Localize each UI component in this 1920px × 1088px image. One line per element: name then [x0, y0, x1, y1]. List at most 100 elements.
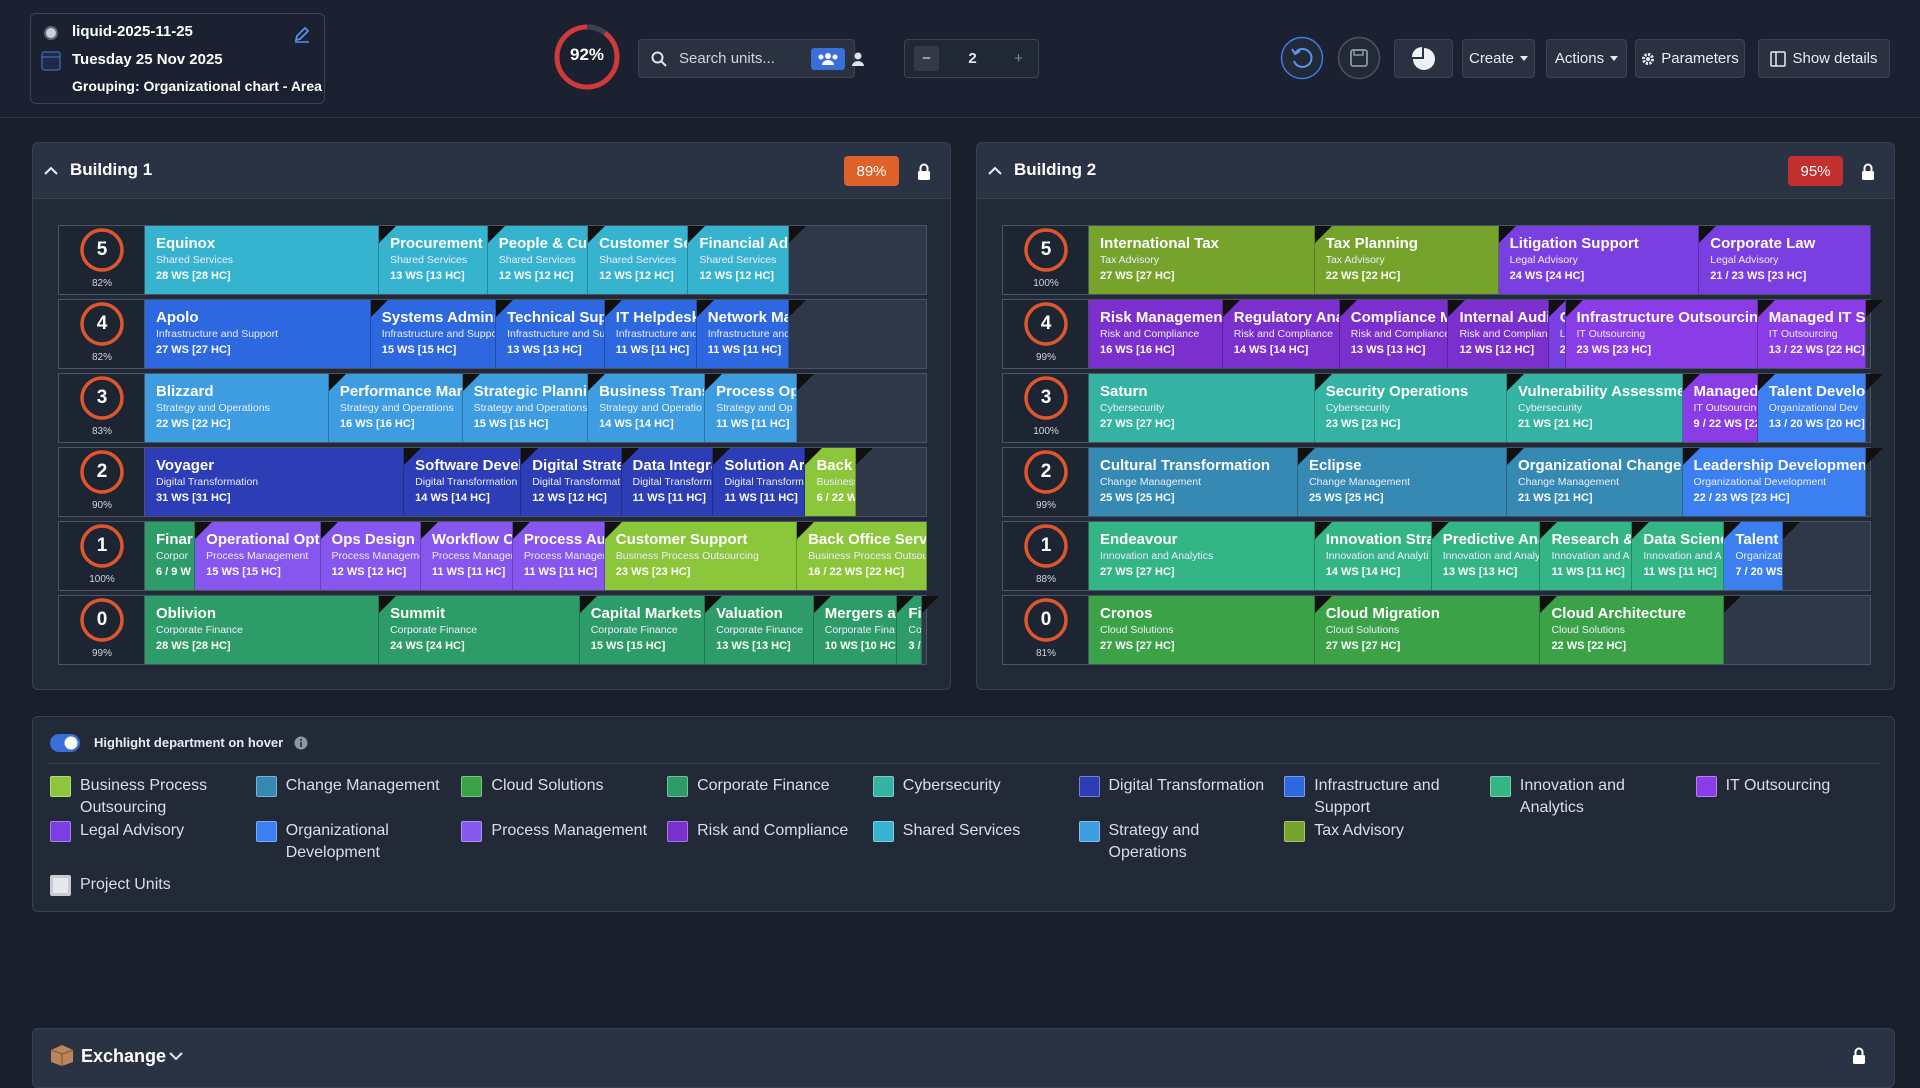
unit[interactable]: Voyager Digital Transformation 31 WS [31 H…: [145, 448, 405, 516]
unit[interactable]: Corporate Law Legal Advisory 21 / 23 WS [2…: [1699, 226, 1871, 294]
unit-workstations: 7 / 20 WS: [1735, 566, 1783, 578]
unit[interactable]: Financial Adr Shared Services 12 WS [12 HC…: [688, 226, 789, 294]
exchange-bar[interactable]: Exchange: [32, 1028, 1895, 1088]
unit[interactable]: Fi Cor 3 /: [897, 596, 923, 664]
unit[interactable]: People & Cul Shared Services 12 WS [12 HC]: [487, 226, 589, 294]
unit[interactable]: Managed IT Outsourcing 9 / 22 WS [22: [1682, 374, 1758, 442]
unit[interactable]: Back Office Servi Business Process Outsou…: [797, 522, 927, 590]
unit[interactable]: Leadership Development Organizational Dev…: [1682, 448, 1867, 516]
unit-corner: [813, 596, 831, 613]
unit[interactable]: Summit Corporate Finance 24 WS [24 HC]: [379, 596, 580, 664]
unit-workstations: 11 WS [11 HC]: [707, 344, 782, 356]
unit-workstations: 24 WS [24 HC]: [1509, 270, 1585, 282]
unit[interactable]: Security Operations Cybersecurity 23 WS [2…: [1314, 374, 1507, 442]
unit[interactable]: Process Aut Process Managem 11 WS [11 HC]: [512, 522, 605, 590]
unit[interactable]: Innovation Stra Innovation and Analyti 14 …: [1314, 522, 1432, 590]
unit[interactable]: Infrastructure Outsourcing IT Outsourcing…: [1565, 300, 1758, 368]
unit-name: Talent D: [1735, 531, 1782, 548]
unit[interactable]: Customer Ser Shared Services 12 WS [12 HC]: [588, 226, 689, 294]
group-filter[interactable]: [811, 48, 845, 70]
decrement-button[interactable]: −: [914, 46, 939, 71]
unit[interactable]: Performance Man Strategy and Operations 16…: [328, 374, 463, 442]
unit[interactable]: Workflow C Process Managem 11 WS [11 HC]: [420, 522, 513, 590]
grouping: Grouping: Organizational chart - Area: [72, 78, 322, 94]
unit[interactable]: Litigation Support Legal Advisory 24 WS [2…: [1498, 226, 1700, 294]
edit-button[interactable]: [293, 25, 311, 43]
unit[interactable]: Apolo Infrastructure and Support 27 WS [27…: [145, 300, 371, 368]
unit[interactable]: Managed IT S IT Outsourcing 13 / 22 WS [22…: [1757, 300, 1867, 368]
unit[interactable]: Blizzard Strategy and Operations 22 WS [22…: [145, 374, 329, 442]
unit[interactable]: Tax Planning Tax Advisory 22 WS [22 HC]: [1314, 226, 1499, 294]
unit[interactable]: International Tax Tax Advisory 27 WS [27 H…: [1089, 226, 1315, 294]
unit[interactable]: Solution Arc Digital Transform 11 WS [11 H…: [713, 448, 806, 516]
unit[interactable]: Compliance M Risk and Compliance 13 WS [13…: [1339, 300, 1449, 368]
search-box[interactable]: Search units...: [638, 39, 864, 78]
unit[interactable]: Internal Audi Risk and Complianc 12 WS [12…: [1448, 300, 1549, 368]
unit[interactable]: Predictive Ana Innovation and Analy 13 WS …: [1431, 522, 1541, 590]
chart-button[interactable]: [1394, 39, 1453, 78]
unit[interactable]: Digital Strate Digital Transformat 12 WS […: [521, 448, 622, 516]
save-button[interactable]: [1337, 36, 1381, 80]
increment-button[interactable]: +: [1014, 50, 1023, 67]
unit[interactable]: Research & I Innovation and A 11 WS [11 HC…: [1540, 522, 1633, 590]
unit[interactable]: Cloud Migration Cloud Solutions 27 WS [27 …: [1314, 596, 1541, 664]
unit[interactable]: Data Scienc Innovation and A 11 WS [11 HC]: [1632, 522, 1725, 590]
unit-name: Managed IT S: [1768, 309, 1866, 326]
unit[interactable]: Oblivion Corporate Finance 28 WS [28 HC]: [145, 596, 380, 664]
unit-workstations: 12 WS [12 HC]: [532, 492, 607, 504]
unit[interactable]: Systems Adminis Infrastructure and Suppo 1…: [370, 300, 497, 368]
unit[interactable]: Strategic Plannin Strategy and Operations…: [462, 374, 589, 442]
unit[interactable]: Ops Design Process Manageme 12 WS [12 HC]: [320, 522, 421, 590]
unit[interactable]: Cloud Architecture Cloud Solutions 22 WS […: [1540, 596, 1725, 664]
unit[interactable]: Regulatory Ana Risk and Compliance 14 WS […: [1222, 300, 1340, 368]
unit[interactable]: Software Devel Digital Transformation 14 W…: [404, 448, 522, 516]
unit[interactable]: Valuation Corporate Finance 13 WS [13 HC]: [705, 596, 814, 664]
unit[interactable]: Cultural Transformation Change Management…: [1089, 448, 1298, 516]
floor-row: 0 99% Oblivion Corporate Finance 28 WS [28 H…: [58, 595, 940, 665]
collapse-chevron[interactable]: [988, 166, 1002, 176]
unit[interactable]: Talent D Organizatio 7 / 20 WS: [1724, 522, 1783, 590]
undo-button[interactable]: [1280, 36, 1324, 80]
unit[interactable]: Procurement S Shared Services 13 WS [13 HC…: [379, 226, 488, 294]
unit[interactable]: Customer Support Business Process Outsour…: [604, 522, 798, 590]
unit[interactable]: IT Helpdesk Infrastructure and 11 WS [11 H…: [604, 300, 697, 368]
actions-button[interactable]: Actions: [1546, 39, 1627, 78]
floor-level: 2 99%: [1003, 448, 1089, 516]
expand-chevron[interactable]: [169, 1051, 183, 1061]
collapse-chevron[interactable]: [44, 166, 58, 176]
create-button[interactable]: Create: [1462, 39, 1535, 78]
unit[interactable]: Technical Supp Infrastructure and Su 13 WS…: [496, 300, 605, 368]
unit[interactable]: C Le 2 /: [1548, 300, 1566, 368]
unit[interactable]: Finar Corpor 6 / 9 W: [145, 522, 196, 590]
unit[interactable]: Mergers ar Corporate Fina 10 WS [10 HC]: [813, 596, 898, 664]
unit[interactable]: Saturn Cybersecurity 27 WS [27 HC]: [1089, 374, 1315, 442]
unit[interactable]: Capital Markets A Corporate Finance 15 WS …: [579, 596, 706, 664]
unit-name: Cloud Migration: [1325, 605, 1440, 622]
unit[interactable]: Risk Management Risk and Compliance 16 WS …: [1089, 300, 1223, 368]
unit-name: Fi: [908, 605, 922, 622]
unit[interactable]: Back C Business 6 / 22 W: [805, 448, 856, 516]
unit[interactable]: Talent Develo Organizational Dev 13 / 20 W…: [1757, 374, 1867, 442]
unit[interactable]: Operational Opt Process Management 15 WS […: [195, 522, 321, 590]
unit[interactable]: Cronos Cloud Solutions 27 WS [27 HC]: [1089, 596, 1315, 664]
unit[interactable]: Organizational Change Change Management 21…: [1507, 448, 1683, 516]
building-header: Building 2 95%: [977, 143, 1894, 199]
toggle-label: Highlight department on hover: [94, 735, 284, 750]
unit[interactable]: Vulnerability Assessmer Cybersecurity 21 W…: [1507, 374, 1683, 442]
unit[interactable]: Network Ma Infrastructure and 11 WS [11 HC…: [696, 300, 789, 368]
parameters-button[interactable]: Parameters: [1635, 39, 1745, 78]
unit[interactable]: Eclipse Change Management 25 WS [25 HC]: [1298, 448, 1507, 516]
unit[interactable]: Business Transfo Strategy and Operatio 14 …: [588, 374, 706, 442]
legend: Highlight department on hover Business P…: [32, 716, 1895, 912]
info-icon[interactable]: [294, 736, 308, 750]
unit[interactable]: Endeavour Innovation and Analytics 27 WS […: [1089, 522, 1315, 590]
unit[interactable]: Equinox Shared Services 28 WS [28 HC]: [145, 226, 380, 294]
unit[interactable]: Process Op Strategy and Op 11 WS [11 HC]: [705, 374, 798, 442]
legend-label: Organizational Development: [285, 822, 389, 861]
show-details-button[interactable]: Show details: [1758, 39, 1890, 78]
unit-corner: [688, 226, 706, 243]
person-filter[interactable]: [849, 48, 867, 70]
highlight-toggle[interactable]: [50, 734, 80, 752]
unit[interactable]: Data Integra Digital Transform 11 WS [11 H…: [621, 448, 714, 516]
